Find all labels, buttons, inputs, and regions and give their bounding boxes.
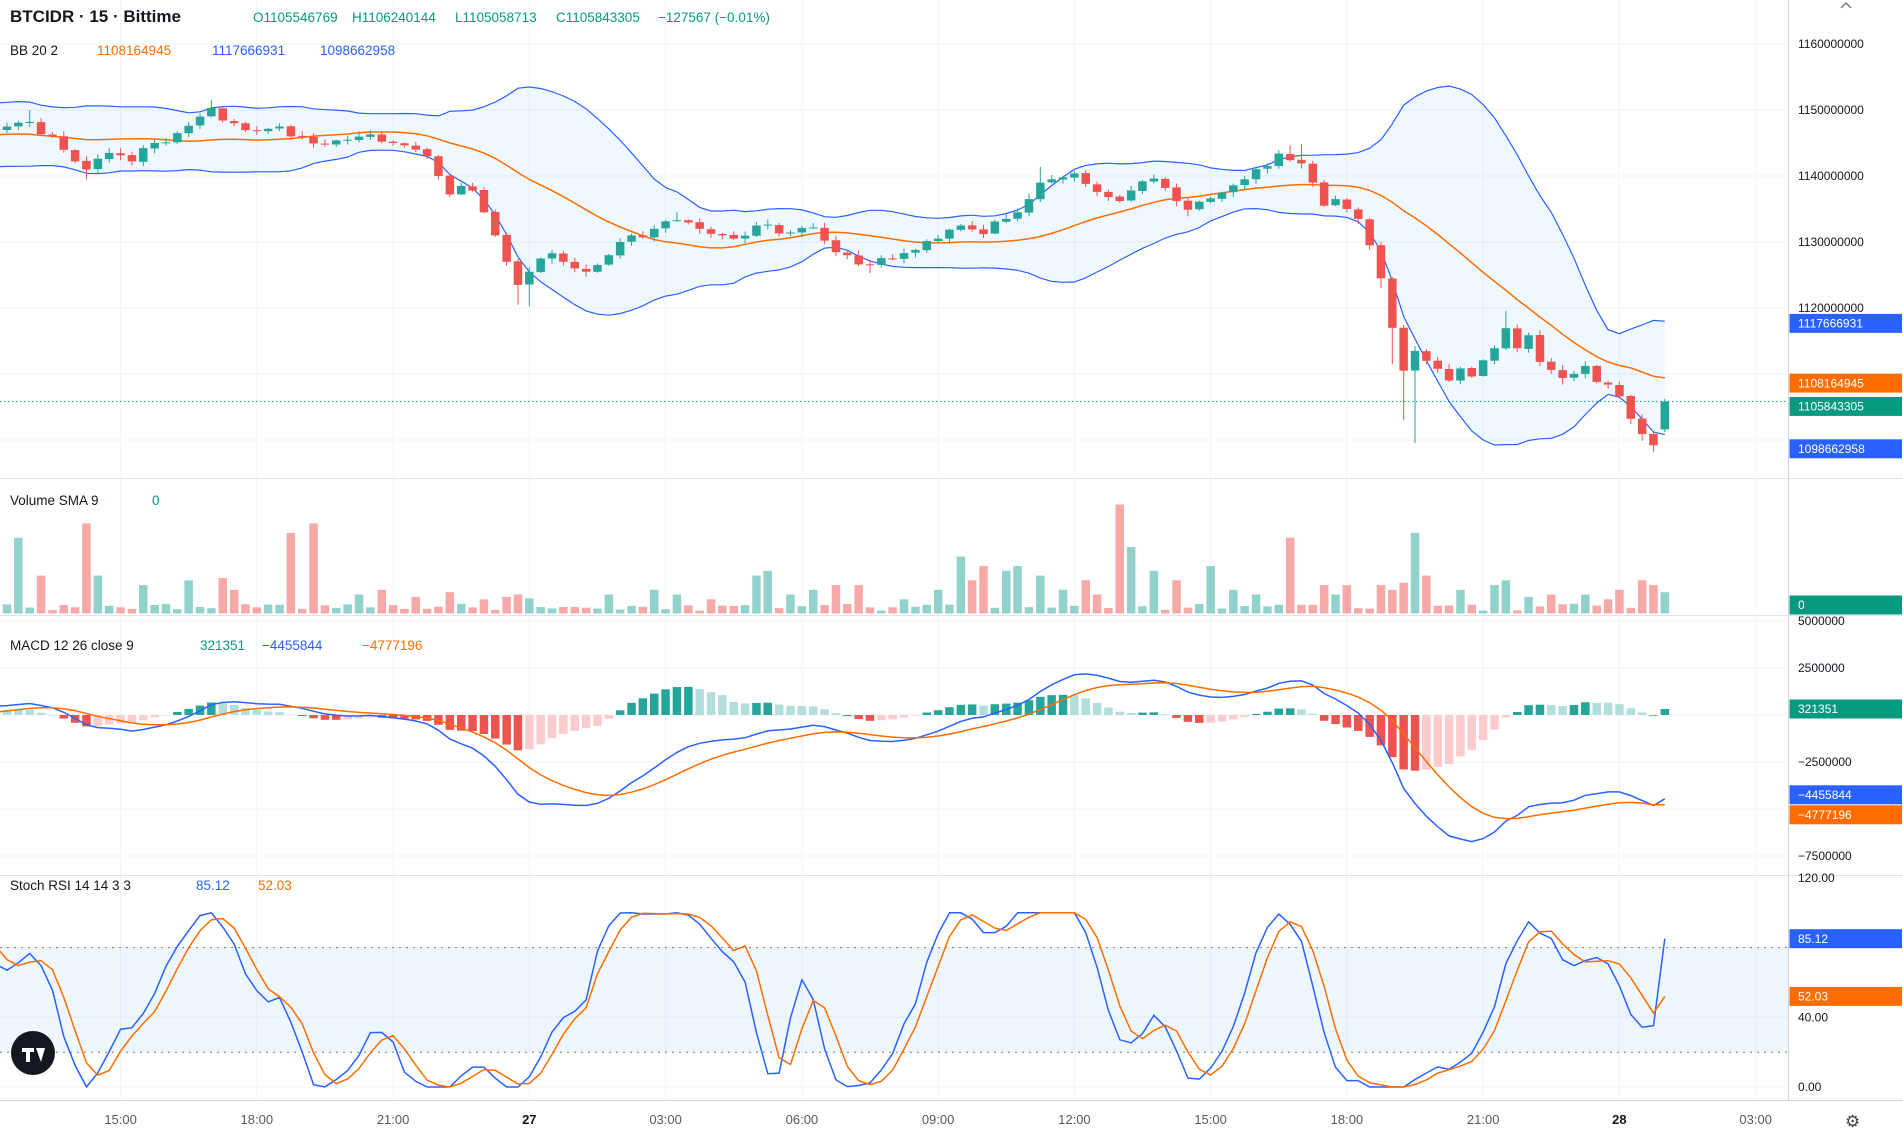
svg-text:−4455844: −4455844 xyxy=(1798,788,1852,802)
svg-text:52.03: 52.03 xyxy=(258,878,292,893)
svg-text:−7500000: −7500000 xyxy=(1798,849,1852,863)
svg-text:−4777196: −4777196 xyxy=(362,638,422,653)
svg-text:18:00: 18:00 xyxy=(1331,1112,1364,1127)
svg-text:BTCIDR · 15 · Bittime: BTCIDR · 15 · Bittime xyxy=(10,7,181,26)
svg-text:1150000000: 1150000000 xyxy=(1798,103,1864,117)
svg-text:BB 20 2: BB 20 2 xyxy=(10,43,58,58)
svg-text:27: 27 xyxy=(522,1112,536,1127)
svg-text:0: 0 xyxy=(152,493,160,508)
svg-text:L1105058713: L1105058713 xyxy=(455,10,537,25)
svg-text:321351: 321351 xyxy=(200,638,245,653)
svg-text:⚙: ⚙ xyxy=(1845,1112,1860,1131)
svg-text:1117666931: 1117666931 xyxy=(1798,317,1863,331)
svg-text:40.00: 40.00 xyxy=(1798,1010,1828,1024)
svg-text:MACD 12 26 close 9: MACD 12 26 close 9 xyxy=(10,638,134,653)
svg-text:21:00: 21:00 xyxy=(377,1112,410,1127)
svg-text:−4455844: −4455844 xyxy=(262,638,323,653)
svg-text:03:00: 03:00 xyxy=(1739,1112,1772,1127)
svg-text:1160000000: 1160000000 xyxy=(1798,37,1864,51)
svg-text:1108164945: 1108164945 xyxy=(1798,376,1864,390)
svg-text:85.12: 85.12 xyxy=(196,878,230,893)
svg-text:0: 0 xyxy=(1798,598,1805,612)
svg-text:1117666931: 1117666931 xyxy=(212,43,285,58)
svg-text:21:00: 21:00 xyxy=(1467,1112,1500,1127)
svg-text:H1106240144: H1106240144 xyxy=(352,10,436,25)
svg-text:−2500000: −2500000 xyxy=(1798,755,1852,769)
svg-text:1098662958: 1098662958 xyxy=(1798,442,1865,456)
svg-text:15:00: 15:00 xyxy=(1194,1112,1227,1127)
svg-text:2500000: 2500000 xyxy=(1798,661,1845,675)
svg-text:0.00: 0.00 xyxy=(1798,1080,1822,1094)
svg-text:12:00: 12:00 xyxy=(1058,1112,1091,1127)
svg-text:O1105546769: O1105546769 xyxy=(253,10,338,25)
svg-text:1140000000: 1140000000 xyxy=(1798,169,1864,183)
svg-text:C1105843305: C1105843305 xyxy=(556,10,640,25)
svg-text:1108164945: 1108164945 xyxy=(97,43,171,58)
svg-text:1130000000: 1130000000 xyxy=(1798,235,1864,249)
svg-text:52.03: 52.03 xyxy=(1798,990,1828,1004)
svg-text:1105843305: 1105843305 xyxy=(1798,400,1864,414)
svg-text:120.00: 120.00 xyxy=(1798,871,1835,885)
svg-text:1120000000: 1120000000 xyxy=(1798,301,1864,315)
svg-text:−127567 (−0.01%): −127567 (−0.01%) xyxy=(658,10,770,25)
svg-text:Stoch RSI 14 14 3 3: Stoch RSI 14 14 3 3 xyxy=(10,878,131,893)
svg-text:18:00: 18:00 xyxy=(241,1112,274,1127)
svg-text:28: 28 xyxy=(1612,1112,1626,1127)
svg-text:−4777196: −4777196 xyxy=(1798,808,1852,822)
svg-text:03:00: 03:00 xyxy=(649,1112,682,1127)
svg-text:321351: 321351 xyxy=(1798,702,1838,716)
svg-text:85.12: 85.12 xyxy=(1798,932,1828,946)
svg-text:06:00: 06:00 xyxy=(786,1112,819,1127)
svg-text:15:00: 15:00 xyxy=(104,1112,137,1127)
svg-text:Volume SMA 9: Volume SMA 9 xyxy=(10,493,99,508)
svg-text:09:00: 09:00 xyxy=(922,1112,955,1127)
svg-text:5000000: 5000000 xyxy=(1798,614,1845,628)
svg-text:1098662958: 1098662958 xyxy=(320,43,395,58)
